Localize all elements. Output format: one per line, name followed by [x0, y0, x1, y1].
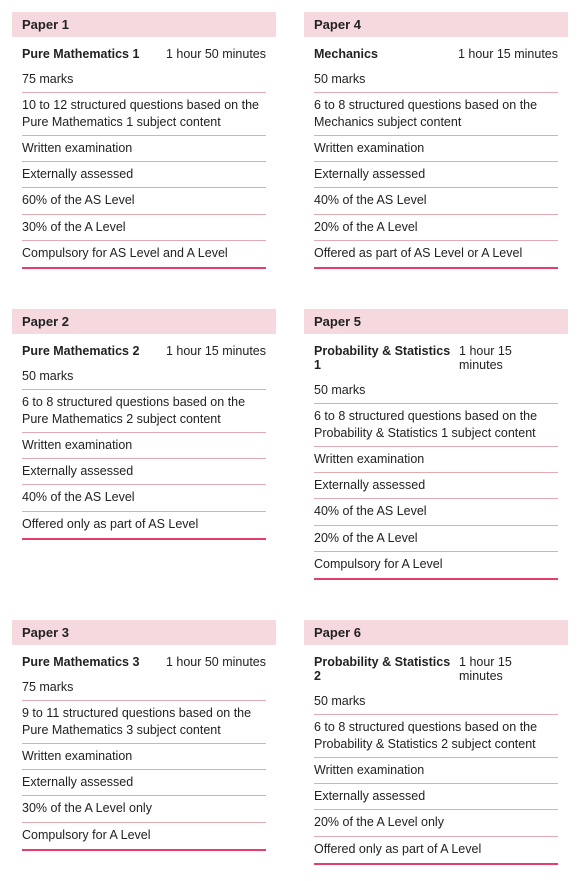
detail-line: 20% of the A Level only — [314, 810, 558, 836]
detail-line: Offered only as part of AS Level — [22, 512, 266, 540]
title-row: Mechanics 1 hour 15 minutes — [314, 47, 558, 61]
detail-line: Compulsory for A Level — [22, 823, 266, 851]
paper-header: Paper 2 — [12, 309, 276, 334]
detail-line: 10 to 12 structured questions based on t… — [22, 93, 266, 136]
title-row: Probability & Statistics 21 hour 15 minu… — [314, 655, 558, 683]
duration-label: 1 hour 15 minutes — [458, 47, 558, 61]
detail-line: Externally assessed — [314, 162, 558, 188]
detail-line: Offered only as part of A Level — [314, 837, 558, 865]
detail-line: 6 to 8 structured questions based on the… — [22, 390, 266, 433]
paper-grid: Paper 1 Pure Mathematics 1 1 hour 50 minut… — [12, 12, 568, 869]
subject-title: Pure Mathematics 2 — [22, 344, 139, 358]
paper-header: Paper 5 — [304, 309, 568, 334]
paper-header: Paper 6 — [304, 620, 568, 645]
duration-label: 1 hour 15 minutes — [166, 344, 266, 358]
paper-header: Paper 1 — [12, 12, 276, 37]
detail-line: Compulsory for A Level — [314, 552, 558, 580]
detail-line: 50 marks — [22, 364, 266, 390]
subject-title: Pure Mathematics 3 — [22, 655, 139, 669]
detail-line: 30% of the A Level only — [22, 796, 266, 822]
detail-line: Externally assessed — [22, 459, 266, 485]
detail-line: Written examination — [314, 136, 558, 162]
paper-header: Paper 4 — [304, 12, 568, 37]
detail-line: 6 to 8 structured questions based on the… — [314, 404, 558, 447]
duration-label: 1 hour 15 minutes — [459, 344, 558, 372]
paper-card: Paper 1 Pure Mathematics 1 1 hour 50 minut… — [12, 12, 276, 273]
detail-line: 20% of the A Level — [314, 215, 558, 241]
detail-line: 40% of the AS Level — [314, 188, 558, 214]
detail-line: 60% of the AS Level — [22, 188, 266, 214]
detail-line: Compulsory for AS Level and A Level — [22, 241, 266, 269]
detail-line: Written examination — [22, 744, 266, 770]
detail-line: 50 marks — [314, 378, 558, 404]
paper-body: Probability & Statistics 21 hour 15 minu… — [304, 645, 568, 869]
detail-line: 9 to 11 structured questions based on th… — [22, 701, 266, 744]
detail-line: 50 marks — [314, 689, 558, 715]
paper-body: Mechanics 1 hour 15 minutes 50 marks6 to 8… — [304, 37, 568, 273]
detail-line: 30% of the A Level — [22, 215, 266, 241]
detail-line: 40% of the AS Level — [22, 485, 266, 511]
duration-label: 1 hour 15 minutes — [459, 655, 558, 683]
subject-title: Probability & Statistics 2 — [314, 655, 459, 683]
detail-line: 75 marks — [22, 675, 266, 701]
paper-card: Paper 2 Pure Mathematics 2 1 hour 15 minut… — [12, 309, 276, 584]
paper-header: Paper 3 — [12, 620, 276, 645]
detail-line: Externally assessed — [314, 784, 558, 810]
detail-line: 6 to 8 structured questions based on the… — [314, 715, 558, 758]
detail-line: Written examination — [22, 433, 266, 459]
paper-body: Probability & Statistics 11 hour 15 minu… — [304, 334, 568, 584]
detail-line: Externally assessed — [22, 162, 266, 188]
title-row: Pure Mathematics 1 1 hour 50 minutes — [22, 47, 266, 61]
duration-label: 1 hour 50 minutes — [166, 47, 266, 61]
duration-label: 1 hour 50 minutes — [166, 655, 266, 669]
subject-title: Pure Mathematics 1 — [22, 47, 139, 61]
detail-line: 20% of the A Level — [314, 526, 558, 552]
subject-title: Probability & Statistics 1 — [314, 344, 459, 372]
detail-line: Externally assessed — [314, 473, 558, 499]
paper-card: Paper 6 Probability & Statistics 21 hour … — [304, 620, 568, 869]
detail-line: 40% of the AS Level — [314, 499, 558, 525]
title-row: Pure Mathematics 3 1 hour 50 minutes — [22, 655, 266, 669]
detail-line: Offered as part of AS Level or A Level — [314, 241, 558, 269]
paper-body: Pure Mathematics 2 1 hour 15 minutes 50 ma… — [12, 334, 276, 544]
paper-body: Pure Mathematics 1 1 hour 50 minutes 75 ma… — [12, 37, 276, 273]
detail-line: 50 marks — [314, 67, 558, 93]
detail-line: Written examination — [22, 136, 266, 162]
paper-card: Paper 4 Mechanics 1 hour 15 minutes 50 mark… — [304, 12, 568, 273]
paper-card: Paper 3 Pure Mathematics 3 1 hour 50 minut… — [12, 620, 276, 869]
detail-line: 6 to 8 structured questions based on the… — [314, 93, 558, 136]
detail-line: Written examination — [314, 447, 558, 473]
paper-card: Paper 5 Probability & Statistics 11 hour … — [304, 309, 568, 584]
detail-line: Written examination — [314, 758, 558, 784]
subject-title: Mechanics — [314, 47, 378, 61]
title-row: Probability & Statistics 11 hour 15 minu… — [314, 344, 558, 372]
detail-line: Externally assessed — [22, 770, 266, 796]
detail-line: 75 marks — [22, 67, 266, 93]
title-row: Pure Mathematics 2 1 hour 15 minutes — [22, 344, 266, 358]
paper-body: Pure Mathematics 3 1 hour 50 minutes 75 ma… — [12, 645, 276, 855]
